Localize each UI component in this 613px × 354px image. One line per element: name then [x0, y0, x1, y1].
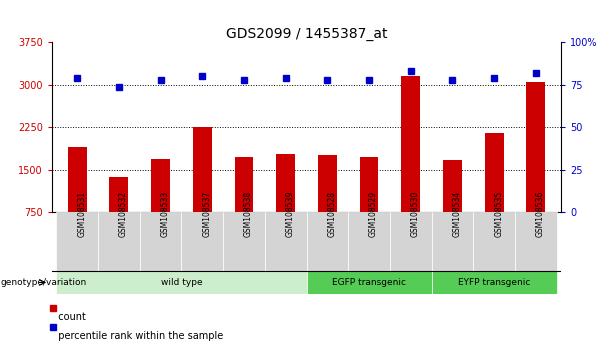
Bar	[402, 76, 420, 212]
Text: count: count	[52, 312, 86, 321]
Text: GSM108528: GSM108528	[327, 191, 337, 237]
Text: GSM108535: GSM108535	[494, 191, 503, 237]
Bar	[223, 212, 265, 271]
Bar	[432, 212, 473, 271]
Text: GSM108529: GSM108529	[369, 191, 378, 237]
Bar	[360, 158, 378, 212]
Bar	[181, 212, 223, 271]
Bar	[98, 212, 140, 271]
Text: GSM108531: GSM108531	[77, 191, 86, 237]
Text: EYFP transgenic: EYFP transgenic	[458, 278, 530, 287]
Bar	[68, 147, 86, 212]
Bar	[306, 271, 432, 294]
Bar	[348, 212, 390, 271]
Bar	[515, 212, 557, 271]
Bar	[56, 271, 306, 294]
Bar	[140, 212, 181, 271]
Bar	[56, 212, 98, 271]
Text: GSM108530: GSM108530	[411, 191, 420, 237]
Text: wild type: wild type	[161, 278, 202, 287]
Bar	[318, 155, 337, 212]
Bar	[390, 212, 432, 271]
Bar	[432, 271, 557, 294]
Bar	[485, 133, 503, 212]
Text: EGFP transgenic: EGFP transgenic	[332, 278, 406, 287]
Bar	[527, 82, 545, 212]
Bar	[235, 157, 253, 212]
Text: GSM108534: GSM108534	[452, 191, 462, 237]
Text: GSM108538: GSM108538	[244, 191, 253, 237]
Bar	[151, 159, 170, 212]
Text: percentile rank within the sample: percentile rank within the sample	[52, 331, 223, 341]
Text: GSM108532: GSM108532	[119, 191, 128, 237]
Bar	[276, 154, 295, 212]
Bar	[443, 160, 462, 212]
Bar	[306, 212, 348, 271]
Text: GSM108537: GSM108537	[202, 191, 211, 237]
Text: GSM108533: GSM108533	[161, 191, 170, 237]
Text: genotype/variation: genotype/variation	[1, 278, 87, 287]
Bar	[473, 212, 515, 271]
Title: GDS2099 / 1455387_at: GDS2099 / 1455387_at	[226, 28, 387, 41]
Bar	[265, 212, 306, 271]
Text: GSM108539: GSM108539	[286, 191, 295, 237]
Bar	[193, 127, 211, 212]
Text: GSM108536: GSM108536	[536, 191, 545, 237]
Bar	[110, 177, 128, 212]
